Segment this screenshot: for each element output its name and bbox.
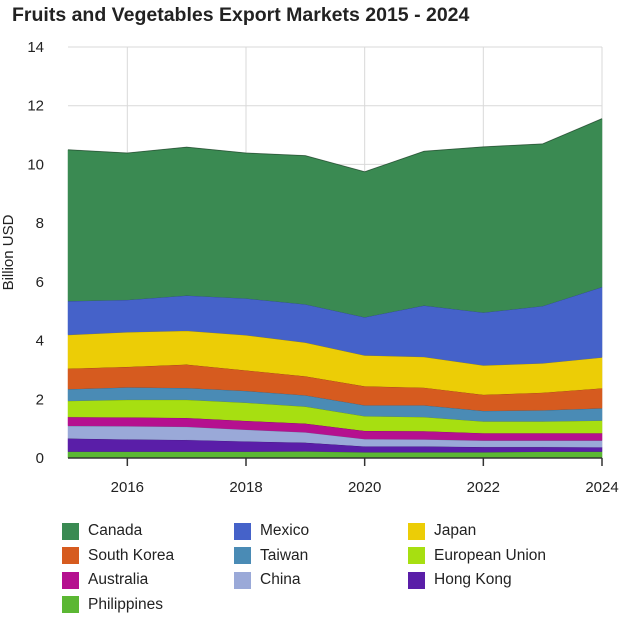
y-tick-label: 8	[36, 215, 44, 232]
legend-item-australia[interactable]: Australia	[62, 569, 148, 591]
area-philippines	[67, 450, 603, 459]
legend-label: Philippines	[88, 595, 163, 613]
legend-label: Mexico	[260, 522, 310, 539]
legend-swatch	[62, 547, 79, 564]
y-tick-label: 2	[36, 391, 44, 408]
y-tick-label: 14	[27, 39, 44, 56]
legend-label: European Union	[434, 546, 547, 564]
x-tick-label: 2024	[585, 479, 618, 496]
y-tick-label: 4	[36, 333, 44, 350]
legend-label: Japan	[434, 522, 477, 539]
area-canada	[67, 118, 603, 318]
legend-label: Australia	[88, 571, 149, 588]
legend-swatch	[62, 596, 79, 613]
legend-swatch	[62, 522, 79, 540]
y-tick-label: 12	[27, 98, 44, 115]
legend-swatch	[234, 522, 251, 540]
legend-swatch	[408, 547, 425, 564]
legend-item-taiwan[interactable]: Taiwan	[234, 545, 308, 567]
legend-swatch	[234, 547, 251, 564]
x-tick-label: 2016	[111, 479, 144, 496]
legend-swatch	[408, 522, 425, 540]
legend-label: Hong Kong	[434, 571, 512, 588]
stacked-area-chart: 2016 2018 2020 2022 2024 0 2 4 6 8 10 12 14 Billion U…	[0, 39, 619, 496]
legend-item-hong-kong[interactable]: Hong Kong	[408, 569, 512, 591]
legend-label: China	[260, 571, 301, 588]
y-tick-label: 10	[27, 156, 44, 173]
legend-label: South Korea	[88, 546, 175, 564]
legend-item-south-korea[interactable]: South Korea	[62, 545, 174, 567]
x-tick-label: 2022	[467, 479, 500, 496]
area-edge-canada	[67, 118, 603, 173]
x-tick-label: 2020	[348, 479, 381, 496]
legend-label: Canada	[88, 522, 143, 539]
legend-item-china[interactable]: China	[234, 569, 301, 591]
legend-item-canada[interactable]: Canada	[62, 520, 142, 542]
x-tick-label: 2018	[229, 479, 262, 496]
legend-label: Taiwan	[260, 546, 309, 564]
y-tick-label: 6	[36, 274, 44, 291]
chart-title: Fruits and Vegetables Export Markets 201…	[12, 4, 470, 26]
legend-item-philippines[interactable]: Philippines	[62, 594, 163, 616]
legend-swatch	[234, 571, 251, 589]
legend-item-mexico[interactable]: Mexico	[234, 520, 309, 542]
legend-item-european-union[interactable]: European Union	[408, 545, 546, 567]
legend-swatch	[408, 571, 425, 589]
y-tick-label: 0	[36, 450, 44, 467]
legend-swatch	[62, 571, 79, 589]
legend-item-japan[interactable]: Japan	[408, 520, 476, 542]
y-axis-label: Billion USD	[0, 214, 17, 290]
